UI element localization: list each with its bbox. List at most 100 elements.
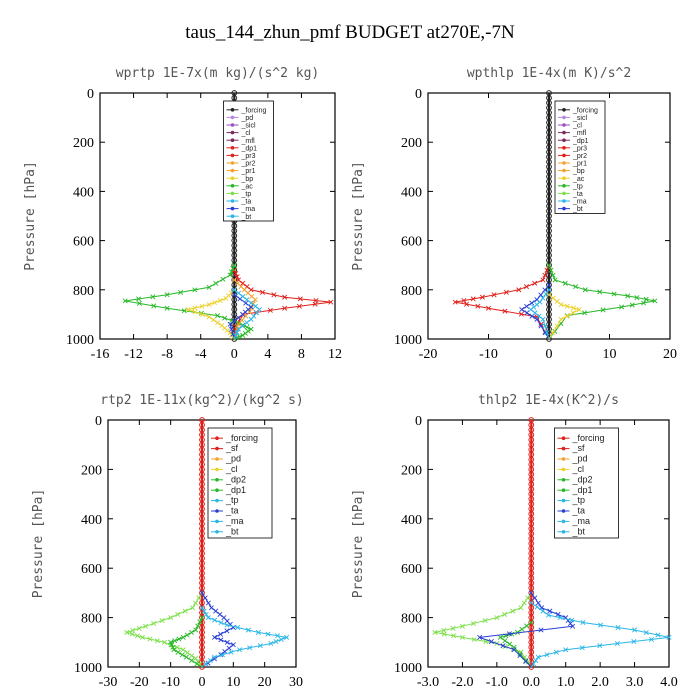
legend-marker [215,488,219,493]
series-marker [528,306,534,312]
series-marker [151,620,157,626]
series-marker [252,303,258,309]
y-tick-label: 0 [415,414,422,429]
series-marker [179,652,185,658]
legend-marker [230,146,235,150]
series-marker [228,326,235,332]
x-tick-label: 4 [264,347,271,362]
series-marker [237,334,243,340]
series-marker [206,302,212,308]
series-marker [245,328,251,334]
series-marker [159,618,165,624]
series-marker [193,655,199,661]
legend-marker [562,123,566,127]
series-marker [175,611,181,617]
series-marker [450,625,456,631]
series-marker [205,615,211,621]
series-marker [237,647,243,653]
legend-entry: _cl [572,464,585,474]
series-marker [524,303,530,309]
legend-marker [230,130,235,135]
x-tick-label: 0 [546,347,553,362]
series-marker [143,623,149,629]
y-tick-label: 1000 [74,661,102,676]
x-tick-label: -10 [479,347,498,362]
legend-entry: _pr2 [241,161,256,168]
series-marker [535,654,541,660]
series-marker [245,627,251,633]
y-tick-label: 800 [73,284,94,299]
legend-marker [561,488,566,493]
series-marker [215,320,221,326]
legend-entry: _tp [572,495,586,505]
series-marker [129,631,135,637]
series-marker [201,608,207,614]
series-marker [169,642,175,648]
series-marker [214,313,221,319]
legend-entry: _pr3 [572,145,587,152]
series-marker [222,648,228,655]
series-marker [582,287,588,293]
series-marker [518,605,524,611]
series-marker [641,300,647,306]
series-marker [597,622,604,628]
legend-marker [561,530,566,534]
legend-entry: _sf [572,443,586,453]
legend-marker [215,509,219,513]
legend-marker [230,168,235,173]
series-marker [203,611,209,617]
y-tick-label: 1000 [394,333,422,348]
legend-marker [561,436,566,441]
x-tick-label: 10 [603,347,617,362]
y-tick-label: 200 [401,463,422,478]
series-marker [273,639,279,645]
series-marker [517,653,523,659]
legend-marker [215,519,219,524]
series-marker [519,626,525,632]
legend-entry: _mfl [241,138,256,145]
legend-marker [562,191,566,196]
series-marker [554,323,560,329]
series-marker [648,636,654,642]
series-marker [199,303,205,309]
series-marker [546,282,552,288]
series-marker [199,311,205,318]
series-marker [203,661,209,667]
series-marker [154,638,160,644]
series-marker [634,295,640,301]
series-marker [205,600,211,606]
series-marker [540,295,546,301]
legend: _forcing_pd_sicl_cl_mfl_dp1_pr3_pr2_pr1_… [223,100,274,222]
series-marker [550,295,556,301]
series-marker [217,611,223,617]
x-tick-label: 20 [663,347,677,362]
series-marker [600,307,606,313]
series-marker [523,658,529,664]
series-marker [655,632,661,638]
series-marker [562,280,568,286]
x-tick-label: 0 [231,347,238,362]
series-marker [192,287,198,293]
y-tick-label: 600 [81,562,102,577]
series-marker [233,270,239,276]
legend-marker [230,115,235,120]
series-marker [271,292,277,298]
series-marker [161,639,167,645]
series-marker [199,615,205,621]
series-marker [611,291,617,297]
legend-marker [562,176,566,180]
legend-marker [230,199,235,203]
series-marker [459,623,465,629]
x-tick-label: -10 [161,675,180,690]
legend-marker [561,519,566,524]
series-marker [192,305,198,311]
y-tick-label: 400 [73,185,94,200]
series-marker [211,300,217,306]
series-marker [189,657,195,663]
series-marker [188,629,194,635]
series-marker [147,636,153,642]
panel-title: rtp2 1E-11x(kg^2)/(kg^2 s) [100,393,304,408]
series-marker [197,619,203,625]
legend-marker [562,115,566,120]
